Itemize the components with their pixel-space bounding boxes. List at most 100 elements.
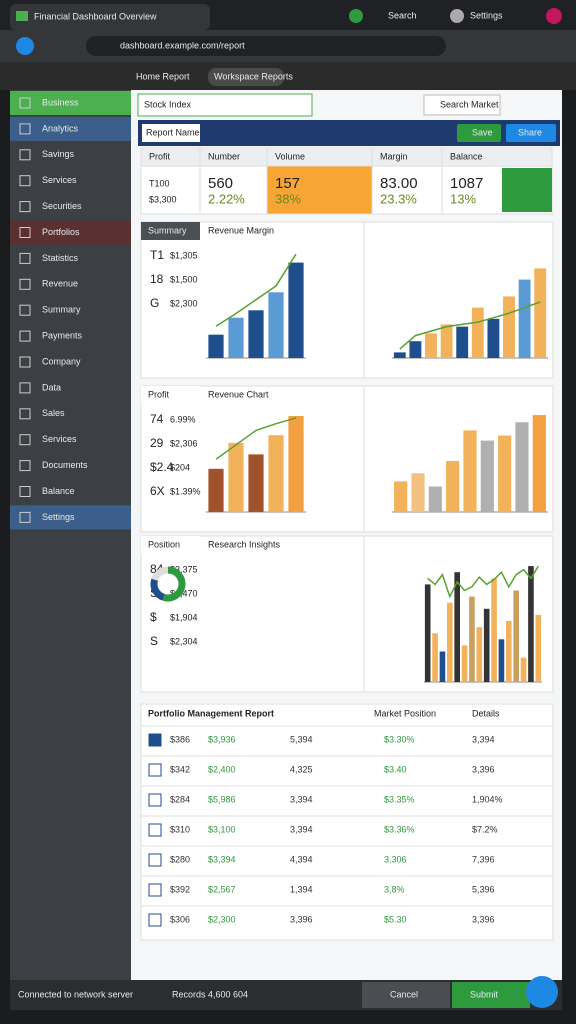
url: dashboard.example.com/report bbox=[120, 40, 245, 50]
bar bbox=[432, 633, 438, 682]
table-cell: 3,394 bbox=[290, 794, 313, 804]
bar bbox=[428, 486, 442, 512]
submit-btn bbox=[452, 982, 530, 1008]
sidebar-item[interactable]: Summary bbox=[42, 305, 81, 315]
row-icon bbox=[148, 853, 162, 867]
sidebar-item[interactable]: Analytics bbox=[42, 123, 79, 133]
bookmark-tab[interactable]: Home Report bbox=[136, 71, 190, 81]
sidebar-item[interactable]: Business bbox=[42, 97, 79, 107]
bar bbox=[532, 415, 546, 512]
sidebar-icon bbox=[19, 278, 31, 290]
bar bbox=[228, 442, 244, 512]
row-icon bbox=[148, 793, 162, 807]
bar bbox=[248, 310, 264, 358]
table-cell: $3.36% bbox=[384, 824, 415, 834]
row-code: 6X bbox=[150, 484, 165, 498]
row-icon bbox=[148, 823, 162, 837]
bar bbox=[454, 572, 460, 682]
submit-label[interactable]: Submit bbox=[470, 989, 499, 999]
cancel-label[interactable]: Cancel bbox=[390, 989, 418, 999]
sidebar-icon bbox=[19, 175, 31, 187]
bar bbox=[425, 333, 437, 358]
sidebar-item[interactable]: Settings bbox=[42, 512, 75, 522]
bar bbox=[446, 461, 460, 512]
bookmark-tab[interactable]: Workspace Reports bbox=[214, 71, 293, 81]
table-cell: 7,396 bbox=[472, 854, 495, 864]
panel bbox=[140, 535, 554, 693]
bar bbox=[463, 430, 477, 512]
table-cell: 3,396 bbox=[472, 764, 495, 774]
table-cell: $3,100 bbox=[208, 824, 236, 834]
bar bbox=[491, 578, 497, 682]
kpi-value: T100 bbox=[149, 178, 170, 188]
bar bbox=[498, 435, 512, 512]
sidebar-item[interactable]: Securities bbox=[42, 201, 82, 211]
kpi-change: 23.3% bbox=[380, 191, 417, 206]
bar bbox=[208, 334, 224, 358]
trend-line bbox=[215, 417, 297, 460]
sidebar-icon bbox=[19, 227, 31, 238]
panel-label: Summary bbox=[148, 225, 187, 235]
tab bbox=[130, 68, 206, 86]
sidebar-icon bbox=[19, 511, 31, 523]
table-cell: 3,306 bbox=[384, 854, 407, 864]
bar bbox=[411, 473, 425, 512]
bar bbox=[268, 435, 284, 512]
sidebar-highlight bbox=[10, 116, 131, 141]
save-btn bbox=[457, 124, 501, 142]
sidebar-icon bbox=[19, 123, 31, 135]
kpi-change: 13% bbox=[450, 191, 476, 206]
table-cell: $2,567 bbox=[208, 884, 236, 894]
row-value: $1,305 bbox=[170, 250, 198, 260]
panel-title: Research Insights bbox=[208, 539, 281, 549]
bar bbox=[440, 324, 453, 358]
close-btn[interactable] bbox=[546, 8, 562, 24]
table-cell: $280 bbox=[170, 854, 190, 864]
sidebar-item[interactable]: Portfolios bbox=[42, 227, 80, 237]
sidebar-icon bbox=[19, 149, 31, 161]
sidebar-item[interactable]: Savings bbox=[42, 149, 75, 159]
bookmark-bar bbox=[0, 62, 576, 90]
page-title: Stock Index bbox=[144, 99, 192, 109]
share-btn bbox=[506, 124, 556, 142]
bar bbox=[461, 645, 468, 682]
bar bbox=[439, 651, 446, 682]
table-title-3: Details bbox=[472, 708, 500, 718]
table-cell: 5,394 bbox=[290, 734, 313, 744]
sidebar-item[interactable]: Documents bbox=[42, 460, 88, 470]
bar bbox=[518, 279, 531, 358]
bar bbox=[447, 602, 453, 682]
row-code: 18 bbox=[150, 272, 164, 286]
share-label[interactable]: Share bbox=[518, 127, 542, 137]
search-field bbox=[423, 94, 501, 116]
trend-line bbox=[399, 301, 541, 350]
chat-btn[interactable] bbox=[526, 976, 558, 1008]
kpi-label: Volume bbox=[275, 151, 305, 161]
panel-title: Revenue Margin bbox=[208, 225, 274, 235]
sidebar-icon bbox=[19, 201, 31, 213]
sidebar-item[interactable]: Services bbox=[42, 175, 77, 185]
table-cell: 3,396 bbox=[472, 914, 495, 924]
sidebar-item[interactable]: Revenue bbox=[42, 279, 78, 289]
sidebar-item[interactable]: Sales bbox=[42, 408, 65, 418]
table-cell: $3.40 bbox=[384, 764, 407, 774]
sidebar-item[interactable]: Payments bbox=[42, 330, 83, 340]
table-title-2: Market Position bbox=[374, 708, 436, 718]
sidebar-item[interactable]: Data bbox=[42, 382, 61, 392]
trend-line bbox=[215, 253, 297, 327]
save-label[interactable]: Save bbox=[472, 127, 493, 137]
sidebar-item[interactable]: Services bbox=[42, 434, 77, 444]
table-cell: $284 bbox=[170, 794, 190, 804]
row-icon bbox=[148, 763, 162, 777]
search-input[interactable]: Search Market bbox=[440, 99, 499, 109]
sidebar-item[interactable]: Statistics bbox=[42, 253, 79, 263]
panel-label-bg bbox=[141, 536, 200, 554]
favicon bbox=[16, 11, 28, 21]
kpi-value: 560 bbox=[208, 175, 233, 192]
record-count: Records 4,600 604 bbox=[172, 989, 248, 999]
bar bbox=[503, 296, 515, 358]
sidebar-item[interactable]: Company bbox=[42, 356, 81, 366]
row-value: $2,304 bbox=[170, 636, 198, 646]
sidebar-item[interactable]: Balance bbox=[42, 486, 75, 496]
